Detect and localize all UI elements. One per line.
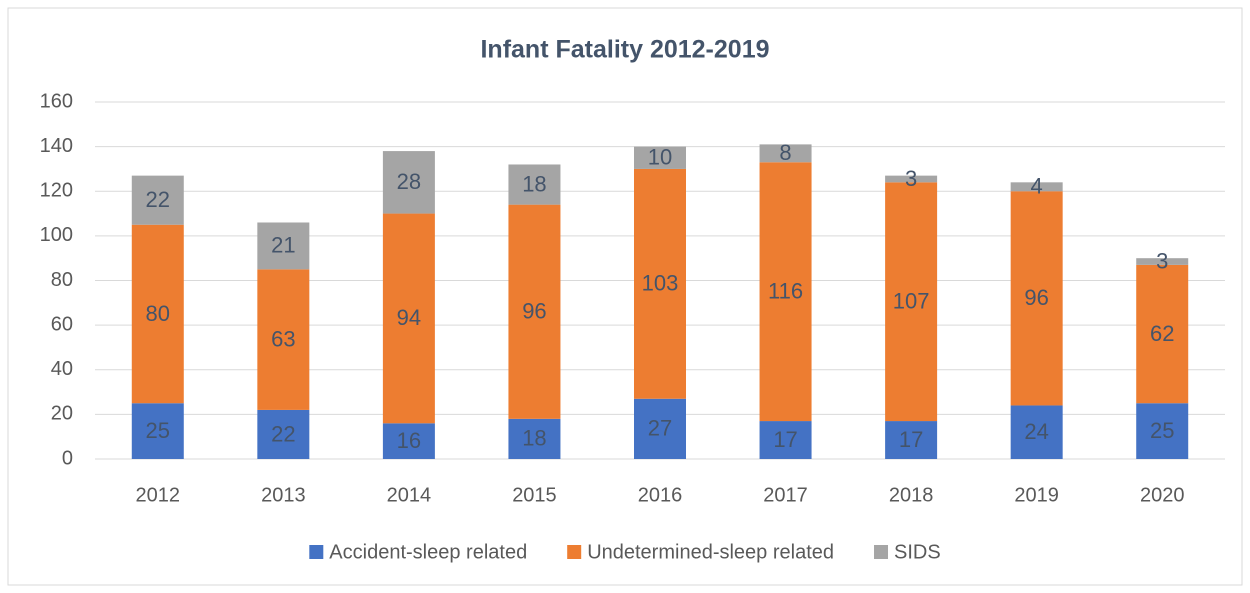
data-label: 96 (1024, 285, 1048, 310)
data-label: 28 (397, 169, 421, 194)
data-label: 22 (146, 187, 170, 212)
data-label: 107 (893, 289, 930, 314)
x-tick-label: 2014 (387, 484, 432, 506)
data-label: 17 (899, 427, 923, 452)
data-label: 116 (768, 278, 803, 303)
data-label: 24 (1024, 419, 1048, 444)
bar-segment (131, 224, 184, 404)
legend-swatch (874, 545, 889, 559)
data-label: 22 (271, 421, 295, 446)
data-label: 8 (779, 140, 791, 165)
bar-segment (1010, 182, 1063, 192)
bar-segment (382, 423, 435, 459)
y-tick-label: 60 (51, 313, 73, 335)
bar-segment (1136, 258, 1189, 265)
bar-segment (885, 421, 938, 459)
x-tick-label: 2020 (1140, 484, 1185, 506)
data-label: 25 (1150, 418, 1174, 443)
bar-segment (1136, 264, 1189, 404)
bar-segment (634, 398, 686, 459)
bar-segment (634, 168, 686, 399)
bar-segment (1010, 405, 1063, 459)
bar-segment (885, 182, 938, 422)
data-label: 63 (271, 326, 295, 351)
x-tick-label: 2012 (136, 484, 181, 506)
data-label: 4 (1031, 174, 1043, 199)
data-label: 3 (1156, 248, 1168, 273)
bar-segment (382, 151, 435, 214)
bar-segment (759, 144, 812, 163)
data-label: 16 (397, 428, 421, 453)
chart-title: Infant Fatality 2012-2019 (480, 36, 769, 64)
x-tick-label: 2015 (512, 484, 557, 506)
bar-segment (257, 222, 310, 270)
x-tick-label: 2018 (889, 484, 934, 506)
y-tick-label: 160 (40, 90, 73, 112)
data-label: 10 (648, 145, 672, 170)
y-tick-label: 0 (62, 447, 73, 469)
data-label: 18 (522, 426, 546, 451)
y-tick-label: 140 (40, 135, 73, 157)
bar-segment (508, 164, 561, 205)
data-label: 27 (648, 416, 672, 441)
bar-segment (382, 213, 435, 424)
data-label: 96 (522, 299, 546, 324)
y-tick-label: 20 (51, 403, 73, 425)
data-label: 3 (905, 166, 917, 191)
bar-segment (257, 269, 310, 410)
legend-label: Accident-sleep related (329, 541, 527, 563)
legend-swatch (309, 545, 324, 559)
data-label: 94 (397, 305, 421, 330)
bar-segment (759, 162, 812, 422)
data-label: 17 (773, 427, 797, 452)
bar-segment (257, 409, 310, 459)
data-label: 103 (642, 271, 679, 296)
bar-segment (131, 175, 184, 225)
y-tick-label: 100 (40, 224, 73, 246)
bar-segment (885, 175, 938, 183)
y-tick-label: 40 (51, 358, 73, 380)
data-label: 80 (146, 301, 170, 326)
x-tick-label: 2017 (763, 484, 808, 506)
bar-segment (1136, 403, 1189, 459)
x-tick-label: 2019 (1014, 484, 1059, 506)
legend-label: Undetermined-sleep related (587, 541, 834, 563)
data-label: 25 (146, 418, 170, 443)
bar-segment (508, 418, 561, 459)
legend-swatch (567, 545, 582, 559)
bar-segment (634, 146, 686, 169)
bar-segment (1010, 191, 1063, 406)
bar-segment (508, 204, 561, 419)
legend-label: SIDS (894, 541, 941, 563)
data-label: 62 (1150, 321, 1174, 346)
bar-segment (131, 403, 184, 459)
data-label: 18 (522, 171, 546, 196)
x-tick-label: 2013 (261, 484, 306, 506)
y-tick-label: 120 (40, 180, 73, 202)
y-tick-label: 80 (51, 269, 73, 291)
x-tick-label: 2016 (638, 484, 683, 506)
bar-segment (759, 421, 812, 459)
data-label: 21 (271, 233, 295, 258)
